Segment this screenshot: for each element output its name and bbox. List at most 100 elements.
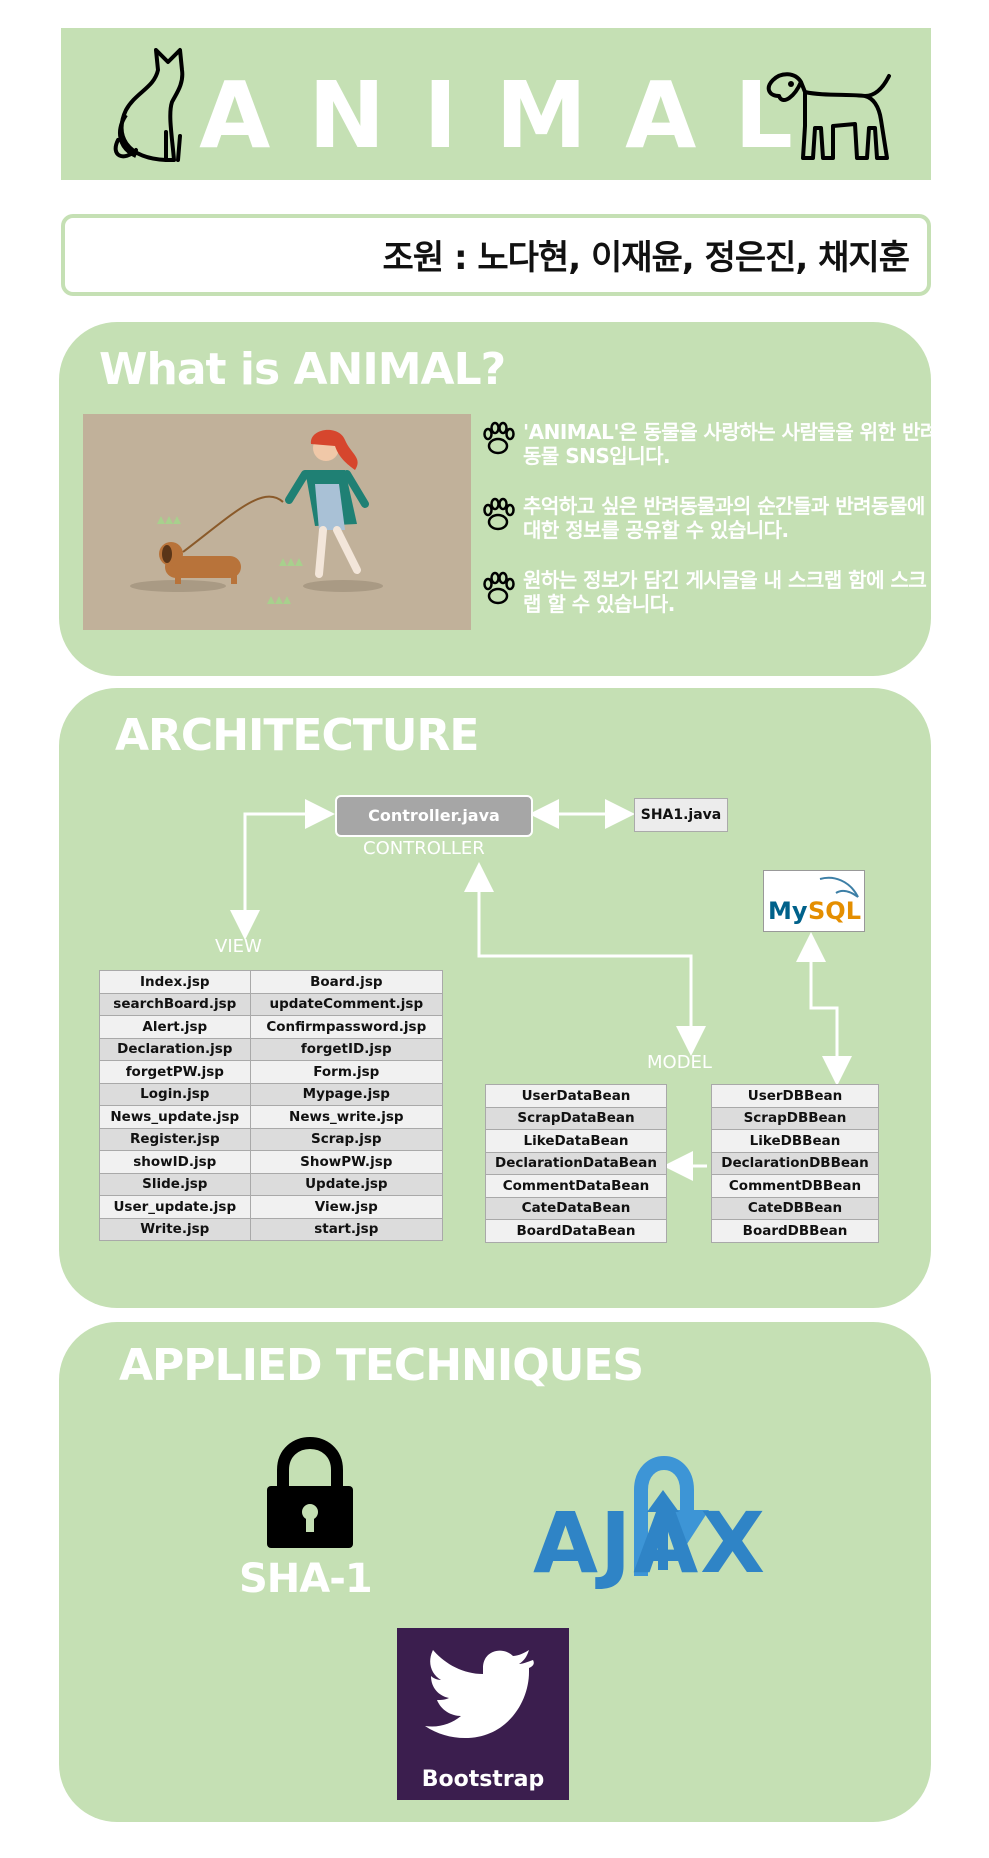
ajax-logo: AJAX <box>533 1494 768 1592</box>
table-row: Register.jsp Scrap.jsp <box>99 1127 444 1151</box>
table-row: Declaration.jsp forgetID.jsp <box>99 1037 444 1061</box>
view-file-cell: forgetPW.jsp <box>99 1060 251 1084</box>
view-file-cell: forgetID.jsp <box>249 1037 444 1061</box>
bootstrap-logo: Bootstrap <box>397 1628 569 1800</box>
view-label: VIEW <box>215 936 262 957</box>
view-file-cell: Update.jsp <box>249 1172 444 1196</box>
view-file-cell: Declaration.jsp <box>99 1037 251 1061</box>
data-bean-cell: CommentDataBean <box>485 1174 667 1198</box>
about-title: What is ANIMAL? <box>99 344 506 395</box>
data-bean-cell: DeclarationDataBean <box>485 1151 667 1175</box>
view-file-cell: User_update.jsp <box>99 1195 251 1219</box>
about-item-text: 추억하고 싶은 반려동물과의 순간들과 반려동물에 대한 정보를 공유할 수 있… <box>523 494 925 542</box>
cat-icon <box>113 48 185 162</box>
paw-icon <box>483 497 515 531</box>
sha1-java-box: SHA1.java <box>634 798 728 832</box>
view-file-cell: Confirmpassword.jsp <box>249 1015 444 1039</box>
db-bean-cell: UserDBBean <box>711 1084 879 1108</box>
view-file-cell: Scrap.jsp <box>249 1127 444 1151</box>
table-row: DeclarationDBBean <box>711 1151 879 1175</box>
data-bean-cell: CateDataBean <box>485 1196 667 1220</box>
table-row: DeclarationDataBean <box>485 1151 667 1175</box>
data-beans-table: UserDataBean ScrapDataBean LikeDataBean Dec… <box>485 1084 667 1243</box>
view-file-cell: ShowPW.jsp <box>249 1150 444 1174</box>
db-bean-cell: ScrapDBBean <box>711 1106 879 1130</box>
dog-icon <box>766 72 891 160</box>
team-members: 조원 : 노다현, 이재윤, 정은진, 채지훈 <box>382 238 910 278</box>
table-row: LikeDataBean <box>485 1129 667 1153</box>
table-row: CateDBBean <box>711 1196 879 1220</box>
table-row: CommentDBBean <box>711 1174 879 1198</box>
table-row: Alert.jsp Confirmpassword.jsp <box>99 1015 444 1039</box>
twitter-bird-icon <box>425 1650 534 1738</box>
controller-box: Controller.java <box>335 795 533 837</box>
data-bean-cell: UserDataBean <box>485 1084 667 1108</box>
table-row: User_update.jsp View.jsp <box>99 1195 444 1219</box>
table-row: searchBoard.jsp updateComment.jsp <box>99 992 444 1016</box>
view-file-cell: updateComment.jsp <box>249 992 444 1016</box>
view-file-cell: showID.jsp <box>99 1150 251 1174</box>
view-file-cell: Slide.jsp <box>99 1172 251 1196</box>
sha1-label: SHA-1 <box>239 1556 373 1602</box>
about-item-text: 'ANIMAL'은 동물을 사랑하는 사람들을 위한 반려동물 SNS입니다. <box>523 420 938 468</box>
table-row: ScrapDataBean <box>485 1106 667 1130</box>
lock-icon <box>267 1437 353 1548</box>
data-bean-cell: BoardDataBean <box>485 1219 667 1243</box>
table-row: Login.jsp Mypage.jsp <box>99 1082 444 1106</box>
db-bean-cell: BoardDBBean <box>711 1219 879 1243</box>
table-row: Index.jsp Board.jsp <box>99 970 444 994</box>
table-row: forgetPW.jsp Form.jsp <box>99 1060 444 1084</box>
table-row: CommentDataBean <box>485 1174 667 1198</box>
table-row: News_update.jsp News_write.jsp <box>99 1105 444 1129</box>
view-file-cell: View.jsp <box>249 1195 444 1219</box>
model-label: MODEL <box>647 1052 712 1073</box>
table-row: Write.jsp start.jsp <box>99 1217 444 1241</box>
paw-icon <box>483 571 515 605</box>
view-files-table: Index.jsp Board.jsp searchBoard.jsp updateC… <box>99 970 444 1241</box>
view-file-cell: start.jsp <box>249 1217 444 1241</box>
view-file-cell: Login.jsp <box>99 1082 251 1106</box>
view-file-cell: News_update.jsp <box>99 1105 251 1129</box>
ajax-arrows-icon <box>634 1456 709 1576</box>
team-members-box: 조원 : 노다현, 이재윤, 정은진, 채지훈 <box>61 214 931 296</box>
architecture-section: ARCHITECTURE Controller.java CONTROLLER … <box>59 688 931 1308</box>
view-file-cell: Index.jsp <box>99 970 251 994</box>
db-beans-table: UserDBBean ScrapDBBean LikeDBBean Declarati… <box>711 1084 879 1243</box>
view-file-cell: News_write.jsp <box>249 1105 444 1129</box>
db-bean-cell: CateDBBean <box>711 1196 879 1220</box>
db-bean-cell: CommentDBBean <box>711 1174 879 1198</box>
db-bean-cell: DeclarationDBBean <box>711 1151 879 1175</box>
mysql-text: My <box>768 897 808 925</box>
techniques-section: APPLIED TECHNIQUES SHA-1 AJAX Bootstrap <box>59 1322 931 1822</box>
paw-icon <box>483 421 515 455</box>
view-file-cell: Mypage.jsp <box>249 1082 444 1106</box>
view-file-cell: Board.jsp <box>249 970 444 994</box>
mysql-text-sql: SQL <box>808 897 861 925</box>
view-file-cell: Form.jsp <box>249 1060 444 1084</box>
table-row: UserDBBean <box>711 1084 879 1108</box>
table-row: CateDataBean <box>485 1196 667 1220</box>
db-bean-cell: LikeDBBean <box>711 1129 879 1153</box>
table-row: BoardDataBean <box>485 1219 667 1243</box>
mysql-logo: My SQL <box>763 870 865 932</box>
architecture-arrows <box>230 799 852 1181</box>
app-title: ANIMAL <box>199 62 831 169</box>
about-item-text: 원하는 정보가 담긴 게시글을 내 스크랩 함에 스크랩 할 수 있습니다. <box>523 568 927 616</box>
controller-label: CONTROLLER <box>363 838 485 859</box>
view-file-cell: Register.jsp <box>99 1127 251 1151</box>
table-row: ScrapDBBean <box>711 1106 879 1130</box>
bootstrap-label: Bootstrap <box>421 1767 545 1792</box>
about-section: What is ANIMAL? <box>59 322 938 676</box>
table-row: LikeDBBean <box>711 1129 879 1153</box>
architecture-title: ARCHITECTURE <box>115 710 479 761</box>
table-row: Slide.jsp Update.jsp <box>99 1172 444 1196</box>
table-row: UserDataBean <box>485 1084 667 1108</box>
header-banner: ANIMAL <box>61 28 931 180</box>
table-row: BoardDBBean <box>711 1219 879 1243</box>
data-bean-cell: ScrapDataBean <box>485 1106 667 1130</box>
table-row: showID.jsp ShowPW.jsp <box>99 1150 444 1174</box>
view-file-cell: searchBoard.jsp <box>99 992 251 1016</box>
data-bean-cell: LikeDataBean <box>485 1129 667 1153</box>
view-file-cell: Write.jsp <box>99 1217 251 1241</box>
woman-walking-dog-illustration <box>83 414 471 630</box>
